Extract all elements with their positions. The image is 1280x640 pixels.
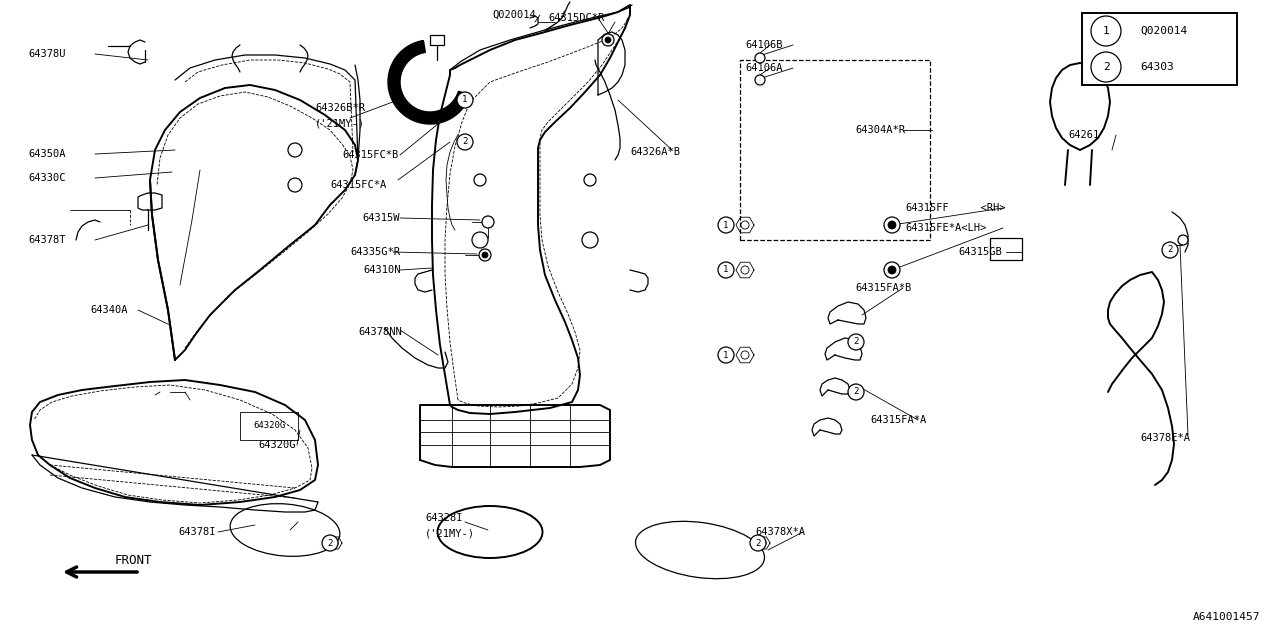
Text: 64315FC*A: 64315FC*A: [330, 180, 387, 190]
Text: 2: 2: [854, 337, 859, 346]
Circle shape: [884, 217, 900, 233]
FancyBboxPatch shape: [989, 238, 1021, 260]
Text: 64261: 64261: [1068, 130, 1100, 140]
Circle shape: [1091, 52, 1121, 82]
Ellipse shape: [438, 506, 543, 558]
Text: 64303: 64303: [1140, 62, 1174, 72]
FancyBboxPatch shape: [1082, 13, 1236, 85]
Circle shape: [760, 540, 767, 546]
Text: 64378X*A: 64378X*A: [755, 527, 805, 537]
Text: 64315FA*B: 64315FA*B: [855, 283, 911, 293]
Polygon shape: [1050, 63, 1110, 150]
Text: 1: 1: [723, 266, 728, 275]
Text: 64378NN: 64378NN: [358, 327, 402, 337]
Text: FRONT: FRONT: [115, 554, 152, 566]
Text: 1: 1: [1102, 26, 1110, 36]
Circle shape: [288, 178, 302, 192]
Text: 64335G*R: 64335G*R: [349, 247, 399, 257]
Text: A641001457: A641001457: [1193, 612, 1260, 622]
Text: 64378T: 64378T: [28, 235, 65, 245]
Text: 64315GB: 64315GB: [957, 247, 1002, 257]
Text: 64326B*R: 64326B*R: [315, 103, 365, 113]
Ellipse shape: [230, 504, 339, 556]
Circle shape: [888, 221, 896, 229]
Circle shape: [479, 249, 492, 261]
Text: 2: 2: [1102, 62, 1110, 72]
Circle shape: [718, 262, 733, 278]
Circle shape: [457, 92, 474, 108]
Text: 64304A*R: 64304A*R: [855, 125, 905, 135]
Polygon shape: [388, 40, 470, 124]
Text: 64106B: 64106B: [745, 40, 782, 50]
Circle shape: [718, 347, 733, 363]
Circle shape: [332, 540, 338, 546]
Text: Q020014: Q020014: [1140, 26, 1188, 36]
Circle shape: [755, 75, 765, 85]
Circle shape: [582, 232, 598, 248]
Text: 64378U: 64378U: [28, 49, 65, 59]
Text: 64320G: 64320G: [253, 422, 285, 431]
FancyBboxPatch shape: [241, 412, 298, 440]
Text: 64315FC*B: 64315FC*B: [342, 150, 398, 160]
Text: 64315FF: 64315FF: [905, 203, 948, 213]
Circle shape: [849, 384, 864, 400]
Text: 64315DC*R: 64315DC*R: [548, 13, 604, 23]
Text: 2: 2: [755, 538, 760, 547]
Circle shape: [741, 351, 749, 359]
Circle shape: [288, 143, 302, 157]
Text: 64350A: 64350A: [28, 149, 65, 159]
FancyBboxPatch shape: [430, 35, 444, 45]
Text: 64315W: 64315W: [362, 213, 399, 223]
Text: 64315FE*A<LH>: 64315FE*A<LH>: [905, 223, 987, 233]
Circle shape: [1162, 242, 1178, 258]
Text: 64315FA*A: 64315FA*A: [870, 415, 927, 425]
Text: ('21MY-): ('21MY-): [425, 529, 475, 539]
Circle shape: [605, 37, 611, 43]
Circle shape: [474, 174, 486, 186]
Text: Q020014: Q020014: [492, 10, 536, 20]
Text: 64340A: 64340A: [90, 305, 128, 315]
Text: 1: 1: [723, 351, 728, 360]
Text: ('21MY-): ('21MY-): [315, 119, 365, 129]
Circle shape: [483, 216, 494, 228]
Circle shape: [741, 266, 749, 274]
Circle shape: [750, 535, 765, 551]
Circle shape: [602, 34, 614, 46]
Ellipse shape: [635, 522, 764, 579]
Circle shape: [718, 217, 733, 233]
Text: <RH>: <RH>: [968, 203, 1006, 213]
Text: 1: 1: [723, 221, 728, 230]
Text: 64310N: 64310N: [364, 265, 401, 275]
Circle shape: [849, 334, 864, 350]
Text: 64106A: 64106A: [745, 63, 782, 73]
Text: 64320G: 64320G: [259, 440, 296, 450]
Text: 2: 2: [854, 387, 859, 397]
Text: 64326A*B: 64326A*B: [630, 147, 680, 157]
Text: 2: 2: [462, 138, 467, 147]
Text: 64378E*A: 64378E*A: [1140, 433, 1190, 443]
Circle shape: [1178, 235, 1188, 245]
Text: 64330C: 64330C: [28, 173, 65, 183]
Circle shape: [888, 266, 896, 274]
Circle shape: [472, 232, 488, 248]
Circle shape: [755, 53, 765, 63]
Text: 64378I: 64378I: [178, 527, 215, 537]
Circle shape: [741, 221, 749, 229]
Text: 2: 2: [328, 538, 333, 547]
Text: 64328I: 64328I: [425, 513, 462, 523]
Circle shape: [457, 134, 474, 150]
Circle shape: [1091, 16, 1121, 46]
Text: 2: 2: [1167, 246, 1172, 255]
Circle shape: [884, 262, 900, 278]
Text: 1: 1: [462, 95, 467, 104]
Circle shape: [483, 252, 488, 258]
Circle shape: [584, 174, 596, 186]
Circle shape: [323, 535, 338, 551]
